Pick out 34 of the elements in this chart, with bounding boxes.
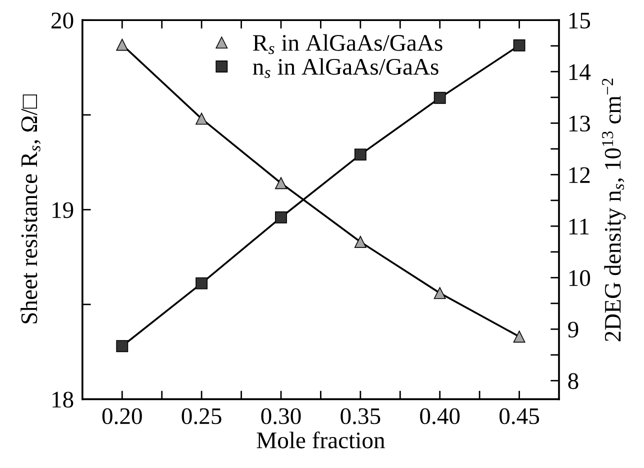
point xyxy=(513,39,526,52)
point xyxy=(116,38,128,51)
legend-label: n$_{s}$ in AlGaAs/GaAs xyxy=(252,58,438,78)
y2-tick-label: 8 xyxy=(568,373,578,390)
point xyxy=(434,92,446,104)
x-tick-label: 0.25 xyxy=(182,408,222,424)
y2-axis-title: 2DEG density n$_{s}$, 10$^{13}$ cm$^{−2}$ xyxy=(602,78,626,342)
point xyxy=(513,330,526,343)
x-tick-label: 0.45 xyxy=(500,408,540,424)
x-tick-label: 0.20 xyxy=(102,408,142,424)
point xyxy=(116,340,128,352)
y2-tick-label: 13 xyxy=(569,116,590,132)
y2-tick-label: 11 xyxy=(569,218,589,234)
point xyxy=(275,177,287,190)
x-axis-title: Mole fraction xyxy=(256,431,385,448)
point xyxy=(354,148,366,161)
point xyxy=(275,211,287,224)
point xyxy=(434,287,446,300)
point xyxy=(196,112,208,125)
y-tick-label: 20 xyxy=(52,12,74,29)
point xyxy=(196,277,208,290)
y2-tick-label: 15 xyxy=(569,12,590,29)
y2-tick-label: 14 xyxy=(569,64,591,80)
x-tick-label: 0.35 xyxy=(340,408,380,424)
y-tick-label: 19 xyxy=(52,202,74,218)
y2-tick-label: 12 xyxy=(569,167,590,183)
legend-label: R$_{s}$ in AlGaAs/GaAs xyxy=(253,34,442,54)
x-tick-label: 0.40 xyxy=(420,408,460,424)
y2-tick-label: 9 xyxy=(568,322,578,338)
point xyxy=(354,236,366,248)
y-tick-label: 18 xyxy=(52,392,74,408)
y-axis-title: Sheet resistance R$_{s}$, Ω/□ xyxy=(20,94,41,324)
y2-tick-label: 10 xyxy=(569,270,590,286)
x-tick-label: 0.30 xyxy=(261,408,301,424)
